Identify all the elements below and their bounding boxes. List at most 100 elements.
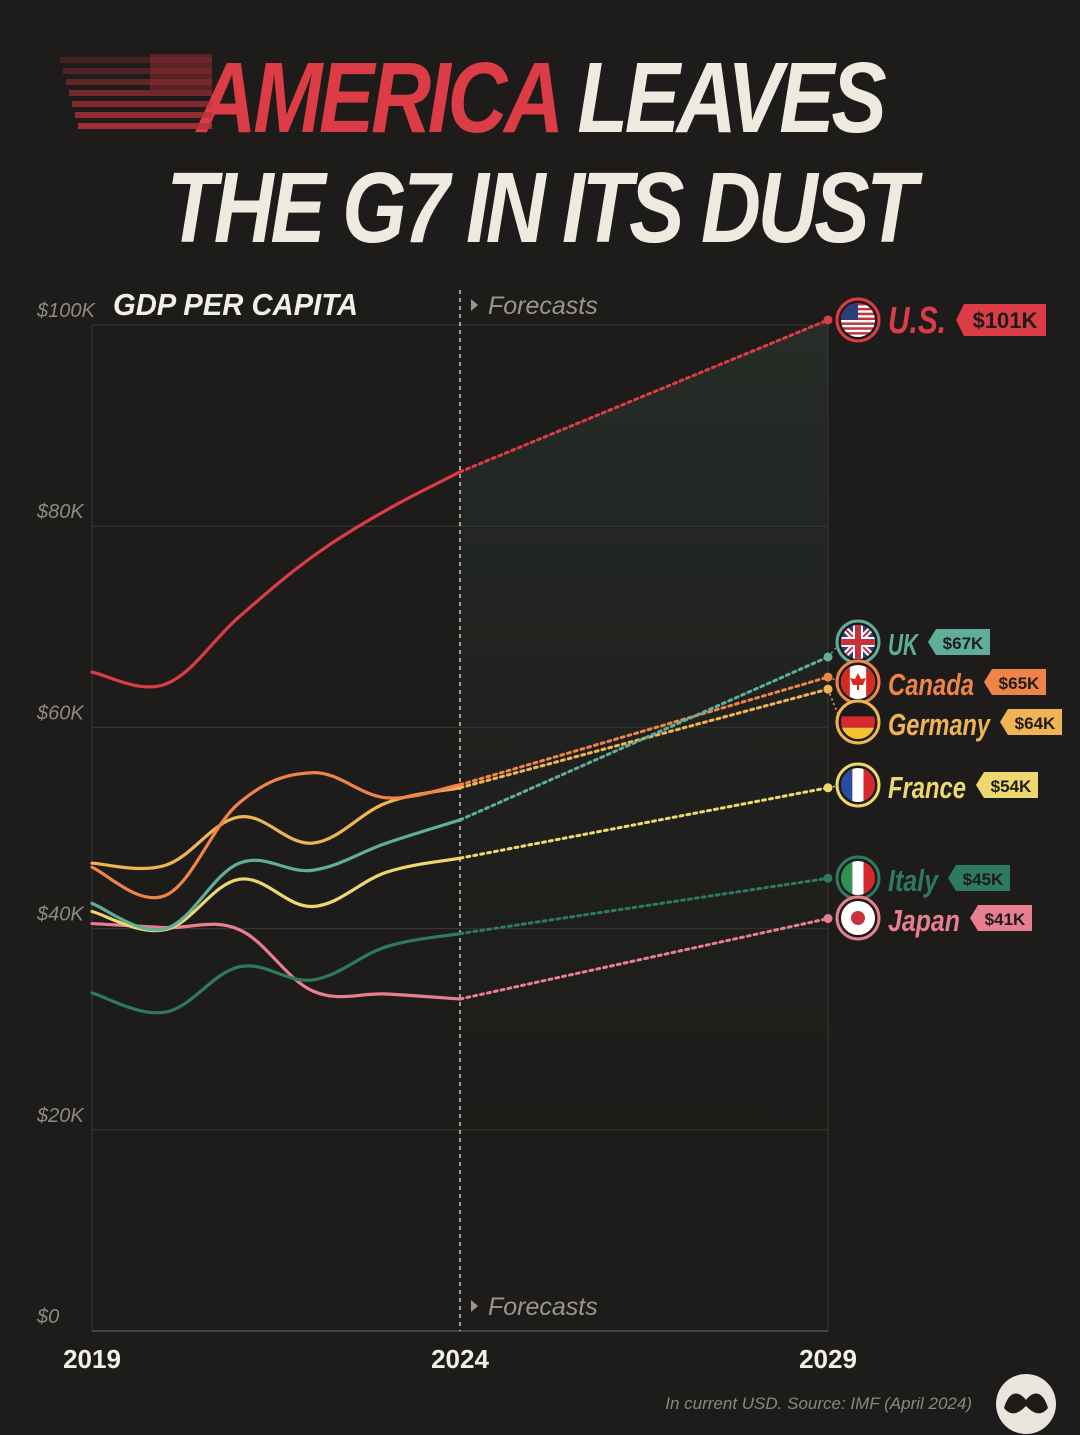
band bbox=[841, 861, 853, 895]
series-label-uk: UK $67K bbox=[827, 619, 990, 665]
series-label-us: U.S. $101K bbox=[835, 297, 1046, 343]
country-name: UK bbox=[888, 627, 920, 662]
italy-flag-icon bbox=[841, 861, 875, 895]
series-line-uk bbox=[90, 818, 462, 932]
value-tag bbox=[956, 304, 1046, 336]
value-label: $41K bbox=[985, 910, 1026, 929]
flag-body bbox=[841, 303, 875, 337]
value-tag bbox=[948, 865, 1010, 891]
leader-line bbox=[827, 688, 842, 723]
value-label: $101K bbox=[973, 308, 1038, 333]
series-label-italy: Italy $45K bbox=[835, 855, 1010, 901]
band bbox=[852, 861, 864, 895]
series-label-germany: Germany $64K bbox=[827, 688, 1062, 745]
maple-leaf bbox=[850, 673, 866, 690]
forecast-arrow-icon bbox=[471, 1300, 478, 1312]
band bbox=[841, 705, 875, 717]
series-line-italy bbox=[90, 932, 462, 1015]
band bbox=[852, 768, 864, 802]
band bbox=[863, 861, 875, 895]
series-line-us bbox=[90, 470, 462, 689]
stripe bbox=[841, 332, 875, 335]
end-point bbox=[823, 315, 833, 325]
flag-body bbox=[841, 901, 875, 935]
forecast-line-italy bbox=[458, 876, 830, 936]
band bbox=[841, 727, 875, 739]
forecast-line-us bbox=[458, 318, 830, 474]
stripe bbox=[841, 322, 875, 325]
value-label: $67K bbox=[943, 634, 984, 653]
forecast-label-top: Forecasts bbox=[488, 292, 598, 320]
headline-line-2: THE G7 IN ITS DUST bbox=[166, 152, 917, 264]
country-name: Japan bbox=[888, 903, 960, 938]
flag-body bbox=[841, 665, 875, 699]
band bbox=[841, 768, 853, 802]
flag-stripes-decoration bbox=[60, 54, 212, 129]
forecast-line-france bbox=[458, 786, 830, 860]
series-label-canada: Canada $65K bbox=[827, 659, 1046, 705]
stripe bbox=[841, 327, 875, 330]
value-label: $65K bbox=[999, 674, 1040, 693]
headline-rest: LEAVES bbox=[577, 42, 886, 154]
value-tag bbox=[984, 669, 1046, 695]
stripe bbox=[841, 329, 875, 333]
value-tag bbox=[1000, 709, 1062, 735]
x-tick-label: 2029 bbox=[799, 1344, 857, 1374]
source-note: In current USD. Source: IMF (April 2024) bbox=[665, 1394, 972, 1413]
country-name: Germany bbox=[888, 707, 991, 742]
country-name: U.S. bbox=[888, 300, 946, 342]
y-tick-label: $100K bbox=[36, 300, 96, 322]
forecast-arrow-icon bbox=[471, 299, 478, 311]
series-line-japan bbox=[90, 921, 462, 1001]
x-tick-label: 2019 bbox=[63, 1344, 121, 1374]
sun bbox=[851, 911, 865, 925]
forecast-line-canada bbox=[458, 675, 830, 787]
france-flag-icon bbox=[841, 768, 875, 802]
flag-canton bbox=[150, 54, 212, 90]
germany-flag-icon bbox=[841, 705, 875, 739]
uk-flag-icon bbox=[841, 625, 875, 659]
country-name: Canada bbox=[888, 667, 974, 702]
cross bbox=[841, 639, 875, 645]
end-point bbox=[823, 914, 833, 924]
forecast-area bbox=[460, 319, 828, 1332]
flag-body bbox=[841, 861, 875, 895]
x-tick-label: 2024 bbox=[431, 1344, 489, 1374]
series-label-japan: Japan $41K bbox=[835, 895, 1032, 941]
value-tag bbox=[976, 772, 1038, 798]
y-tick-label: $0 bbox=[36, 1306, 59, 1328]
stripe bbox=[841, 320, 875, 323]
end-point bbox=[823, 873, 833, 883]
forecast-line-germany bbox=[458, 687, 830, 790]
y-tick-label: $40K bbox=[36, 904, 85, 926]
stripe bbox=[841, 324, 875, 328]
band bbox=[841, 665, 850, 699]
value-label: $54K bbox=[991, 777, 1032, 796]
logo-mark bbox=[1004, 1393, 1048, 1414]
value-tag bbox=[928, 629, 990, 655]
country-name: France bbox=[888, 770, 966, 805]
y-tick-label: $60K bbox=[36, 702, 85, 724]
headline-highlight: AMERICA bbox=[196, 42, 561, 154]
series-label-france: France $54K bbox=[827, 762, 1038, 808]
forecast-line-japan bbox=[458, 917, 830, 1001]
value-tag bbox=[970, 905, 1032, 931]
value-label: $64K bbox=[1015, 714, 1056, 733]
value-label: $45K bbox=[963, 870, 1004, 889]
flag-body bbox=[841, 705, 875, 739]
visual-capitalist-logo bbox=[996, 1374, 1056, 1434]
series-line-canada bbox=[90, 771, 462, 900]
headline-line-1: AMERICA LEAVES bbox=[92, 48, 988, 148]
band bbox=[863, 768, 875, 802]
japan-flag-icon bbox=[841, 901, 875, 935]
flag-body bbox=[841, 768, 875, 802]
flag-body bbox=[841, 625, 875, 659]
band bbox=[866, 665, 875, 699]
stripe bbox=[841, 334, 875, 337]
forecast-line-uk bbox=[458, 655, 830, 822]
canada-flag-icon bbox=[841, 665, 875, 699]
y-tick-label: $80K bbox=[36, 501, 85, 523]
band bbox=[841, 716, 875, 728]
